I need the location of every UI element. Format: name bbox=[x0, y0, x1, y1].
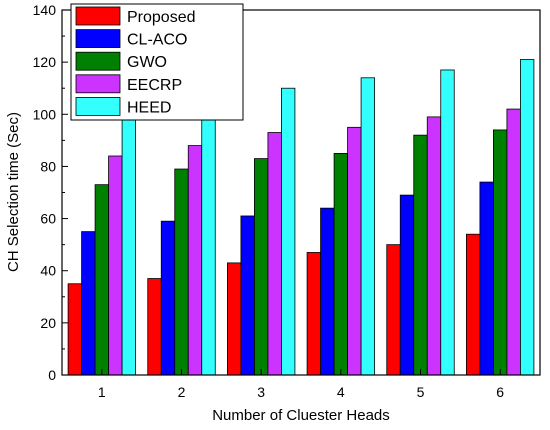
y-tick-label: 0 bbox=[48, 367, 56, 383]
y-tick-label: 120 bbox=[33, 54, 57, 70]
bars-layer bbox=[67, 59, 535, 376]
x-tick-label: 5 bbox=[417, 384, 425, 400]
x-tick-label: 6 bbox=[496, 384, 504, 400]
bar-heed-6 bbox=[520, 59, 535, 376]
bar-heed-5 bbox=[440, 69, 455, 376]
legend-swatch bbox=[75, 6, 121, 26]
bar-heed-4 bbox=[360, 77, 375, 376]
legend-label: Proposed bbox=[127, 9, 196, 26]
bar-cl-aco-2 bbox=[160, 220, 176, 376]
bar-eecrp-4 bbox=[347, 126, 362, 376]
x-tick-label: 3 bbox=[257, 384, 265, 400]
legend-swatch bbox=[75, 74, 121, 94]
bar-cl-aco-4 bbox=[320, 207, 335, 376]
bar-eecrp-2 bbox=[187, 145, 203, 376]
bar-gwo-5 bbox=[413, 134, 428, 376]
bar-proposed-6 bbox=[466, 233, 481, 376]
y-tick-label: 60 bbox=[40, 211, 56, 227]
x-axis-title: Number of Cluester Heads bbox=[212, 407, 390, 424]
x-tick-label: 4 bbox=[337, 384, 345, 400]
y-tick-label: 80 bbox=[40, 158, 56, 174]
y-tick-label: 40 bbox=[40, 263, 56, 279]
x-tick-label: 1 bbox=[98, 384, 106, 400]
legend-label: EECRP bbox=[127, 77, 182, 94]
legend-swatch bbox=[75, 97, 121, 116]
y-tick-label: 100 bbox=[33, 106, 57, 122]
bar-cl-aco-5 bbox=[399, 194, 415, 376]
legend-label: CL-ACO bbox=[127, 32, 187, 49]
bar-eecrp-5 bbox=[426, 116, 442, 376]
bar-gwo-2 bbox=[174, 168, 189, 376]
bar-cl-aco-1 bbox=[81, 231, 96, 376]
bar-heed-3 bbox=[281, 87, 296, 376]
legend-label: GWO bbox=[127, 54, 167, 71]
x-axis: 1 2 3 4 5 6 bbox=[98, 369, 504, 400]
bar-proposed-1 bbox=[67, 283, 82, 376]
bar-gwo-4 bbox=[333, 152, 348, 376]
bar-eecrp-1 bbox=[108, 155, 123, 376]
bar-proposed-5 bbox=[386, 244, 401, 376]
bar-heed-2 bbox=[201, 100, 216, 376]
bar-gwo-6 bbox=[493, 129, 508, 376]
bar-gwo-1 bbox=[94, 184, 109, 376]
bar-proposed-3 bbox=[227, 262, 242, 376]
legend-swatch bbox=[75, 29, 121, 49]
legend: Proposed CL-ACO GWO EECRP HEED bbox=[70, 3, 244, 121]
y-tick-label: 20 bbox=[40, 315, 56, 331]
legend-label: HEED bbox=[127, 99, 171, 116]
y-axis: 0 20 40 60 80 100 120 140 bbox=[33, 2, 68, 383]
x-tick-label: 2 bbox=[178, 384, 186, 400]
y-tick-label: 140 bbox=[33, 2, 57, 18]
bar-heed-1 bbox=[121, 108, 136, 376]
bar-proposed-4 bbox=[306, 252, 321, 376]
bar-cl-aco-6 bbox=[479, 181, 494, 376]
legend-swatch bbox=[75, 51, 121, 71]
bar-cl-aco-3 bbox=[240, 215, 255, 376]
bar-eecrp-6 bbox=[506, 108, 521, 376]
y-axis-title: CH Selection time (Sec) bbox=[5, 112, 22, 272]
bar-eecrp-3 bbox=[267, 132, 282, 376]
bar-proposed-2 bbox=[147, 278, 162, 376]
bar-gwo-3 bbox=[254, 158, 269, 376]
